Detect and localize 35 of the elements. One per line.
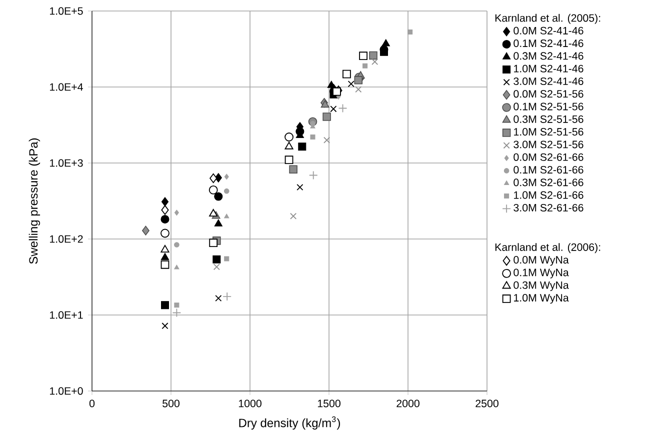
legend-label: 3.0M S2-41-46 bbox=[514, 77, 584, 86]
y-tick-label: 1.0E+2 bbox=[50, 235, 83, 243]
legend-label: 0.0M S2-51-56 bbox=[514, 90, 584, 98]
legend-label: 1.0M S2-41-46 bbox=[514, 64, 584, 72]
legend-label: 0.1M S2-51-56 bbox=[514, 102, 584, 110]
y-tick-label: 1.0E+3 bbox=[50, 159, 83, 167]
legend-label: 0.0M S2-61-66 bbox=[514, 153, 584, 161]
legend-label: 1.0M S2-61-66 bbox=[514, 191, 584, 199]
legend-label: 0.1M WyNa bbox=[514, 268, 569, 278]
x-tick-label: 2500 bbox=[476, 400, 498, 408]
y-tick-label: 1.0E+4 bbox=[50, 83, 83, 91]
legend-label: 1.0M S2-51-56 bbox=[514, 128, 584, 136]
x-tick-label: 1000 bbox=[238, 400, 262, 408]
legend-label: 0.3M WyNa bbox=[514, 281, 569, 292]
legend-label: 3.0M S2-61-66 bbox=[514, 204, 584, 212]
legend-label: 0.0M S2-41-46 bbox=[514, 26, 584, 34]
x-tick-label: 1500 bbox=[318, 400, 340, 408]
legend-label: 0.3M S2-51-56 bbox=[514, 115, 584, 123]
legend-label: 1.0M WyNa bbox=[514, 294, 569, 304]
y-tick-label: 1.0E+0 bbox=[50, 387, 83, 395]
x-tick-label: 2000 bbox=[396, 400, 420, 408]
legend-label: 0.0M WyNa bbox=[514, 256, 569, 266]
legend-title: Karnland et al. (2005): bbox=[495, 14, 600, 24]
x-axis-title: Dry density (kg/m$^{3}$) bbox=[239, 416, 340, 430]
legend-label: 0.3M S2-41-46 bbox=[514, 52, 584, 60]
legend-label: 0.1M S2-41-46 bbox=[514, 40, 584, 48]
legend-label: 0.3M S2-61-66 bbox=[514, 178, 584, 186]
y-tick-label: 1.0E+5 bbox=[50, 7, 83, 15]
x-tick-label: 0 bbox=[89, 400, 95, 408]
y-tick-label: 1.0E+1 bbox=[50, 311, 83, 319]
x-tick-label: 500 bbox=[162, 400, 180, 408]
legend-label: 3.0M S2-51-56 bbox=[514, 140, 584, 148]
y-axis-title: Swelling pressure (kPa) bbox=[28, 138, 40, 264]
text: Karnland et al. (2006): bbox=[495, 243, 600, 254]
legend-label: 0.1M S2-61-66 bbox=[514, 166, 584, 174]
